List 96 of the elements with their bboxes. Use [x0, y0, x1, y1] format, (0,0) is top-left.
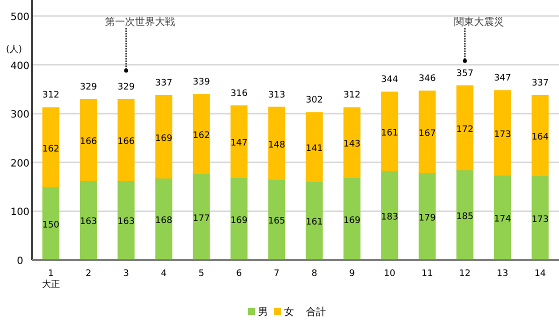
bar [532, 95, 549, 176]
total-label: 347 [494, 74, 512, 84]
bar [80, 180, 97, 260]
x-tick-label: 11 [422, 269, 433, 279]
data-label: 185 [456, 212, 474, 222]
bar [418, 172, 436, 260]
bar [532, 175, 549, 260]
data-label: 141 [306, 144, 323, 154]
y-tick-label: 0 [16, 256, 24, 267]
text: 合計 [306, 306, 326, 318]
data-label: 165 [268, 216, 286, 227]
total-label: 329 [118, 82, 135, 92]
bar [155, 178, 172, 260]
bar [343, 177, 360, 260]
bar [192, 94, 210, 174]
total-label: 313 [268, 90, 286, 100]
bar [42, 107, 60, 188]
data-label: 163 [80, 217, 98, 228]
bar [268, 178, 286, 260]
bar [118, 180, 135, 260]
y-tick-label: 200 [10, 158, 30, 170]
data-label: 169 [343, 216, 361, 226]
data-label: 179 [418, 213, 436, 224]
x-tick-label: 5 [198, 269, 204, 279]
x-tick-label: 10 [384, 269, 396, 279]
bar [118, 98, 135, 181]
data-label: 167 [418, 128, 436, 139]
data-label: 161 [306, 218, 323, 228]
bar [192, 173, 210, 260]
x-tick-label: 9 [349, 269, 356, 279]
data-label: 169 [230, 216, 248, 226]
y-tick-label: 500 [10, 12, 30, 23]
total-label: 346 [418, 74, 436, 84]
bar [155, 95, 172, 179]
x-tick-label: 2 [86, 269, 92, 279]
total-label: 312 [42, 90, 60, 101]
bar [381, 92, 398, 172]
data-label: 143 [343, 140, 361, 150]
bar [381, 170, 398, 260]
y-axis-title: (人) [6, 44, 22, 55]
bar [80, 98, 97, 181]
y-tick-label: 100 [10, 207, 30, 218]
data-label: 150 [42, 220, 60, 230]
data-label: 168 [155, 216, 173, 226]
x-tick-label: 7 [274, 269, 280, 279]
x-tick-label: 13 [496, 269, 508, 279]
total-label: 337 [532, 78, 549, 89]
total-label: 357 [456, 68, 474, 79]
annotation: 第一次世界大戦 [105, 16, 176, 28]
total-label: 329 [80, 82, 98, 92]
legend-label: 男 [258, 307, 268, 318]
y-tick-label: 300 [10, 110, 30, 121]
data-label: 173 [532, 214, 549, 225]
x-tick-label: 14 [534, 269, 546, 279]
bar [230, 177, 248, 260]
data-label: 147 [230, 138, 248, 149]
bar [268, 106, 286, 180]
data-label: 177 [192, 214, 210, 224]
total-label: 344 [381, 75, 398, 86]
bar [306, 112, 323, 182]
data-label: 169 [155, 134, 173, 144]
annotation: 関東大震災 [454, 16, 504, 28]
total-label: 302 [306, 96, 323, 106]
bar [456, 169, 474, 260]
total-label: 316 [230, 88, 248, 99]
data-label: 163 [118, 217, 135, 228]
total-label: 339 [192, 78, 210, 88]
data-label: 164 [532, 132, 550, 143]
bar [494, 90, 512, 176]
data-label: 161 [381, 128, 398, 138]
legend-label: 女 [284, 306, 294, 318]
y-tick-label: 400 [10, 60, 30, 72]
bar [306, 180, 323, 260]
data-label: 162 [42, 144, 60, 154]
x-tick-label: 3 [123, 269, 129, 279]
data-label: 162 [192, 131, 210, 142]
bar [418, 90, 436, 174]
data-label: 166 [118, 136, 135, 147]
data-label: 183 [381, 212, 398, 222]
x-tick-label: 6 [236, 269, 242, 279]
x-tick-label: 4 [160, 269, 167, 279]
bar [494, 174, 512, 260]
bar [230, 105, 248, 178]
bar [456, 85, 474, 170]
x-tick-label: 8 [311, 269, 318, 279]
data-label: 148 [268, 140, 286, 150]
data-label: 166 [80, 136, 98, 147]
data-label: 172 [456, 124, 474, 135]
bar [42, 186, 60, 260]
total-label: 337 [155, 78, 172, 89]
x-tick-label: 12 [459, 269, 471, 279]
bar [343, 107, 360, 178]
x-tick-label: 1 大正 [42, 269, 60, 290]
total-label: 312 [343, 90, 361, 101]
data-label: 173 [494, 130, 512, 140]
data-label: 174 [494, 214, 512, 225]
